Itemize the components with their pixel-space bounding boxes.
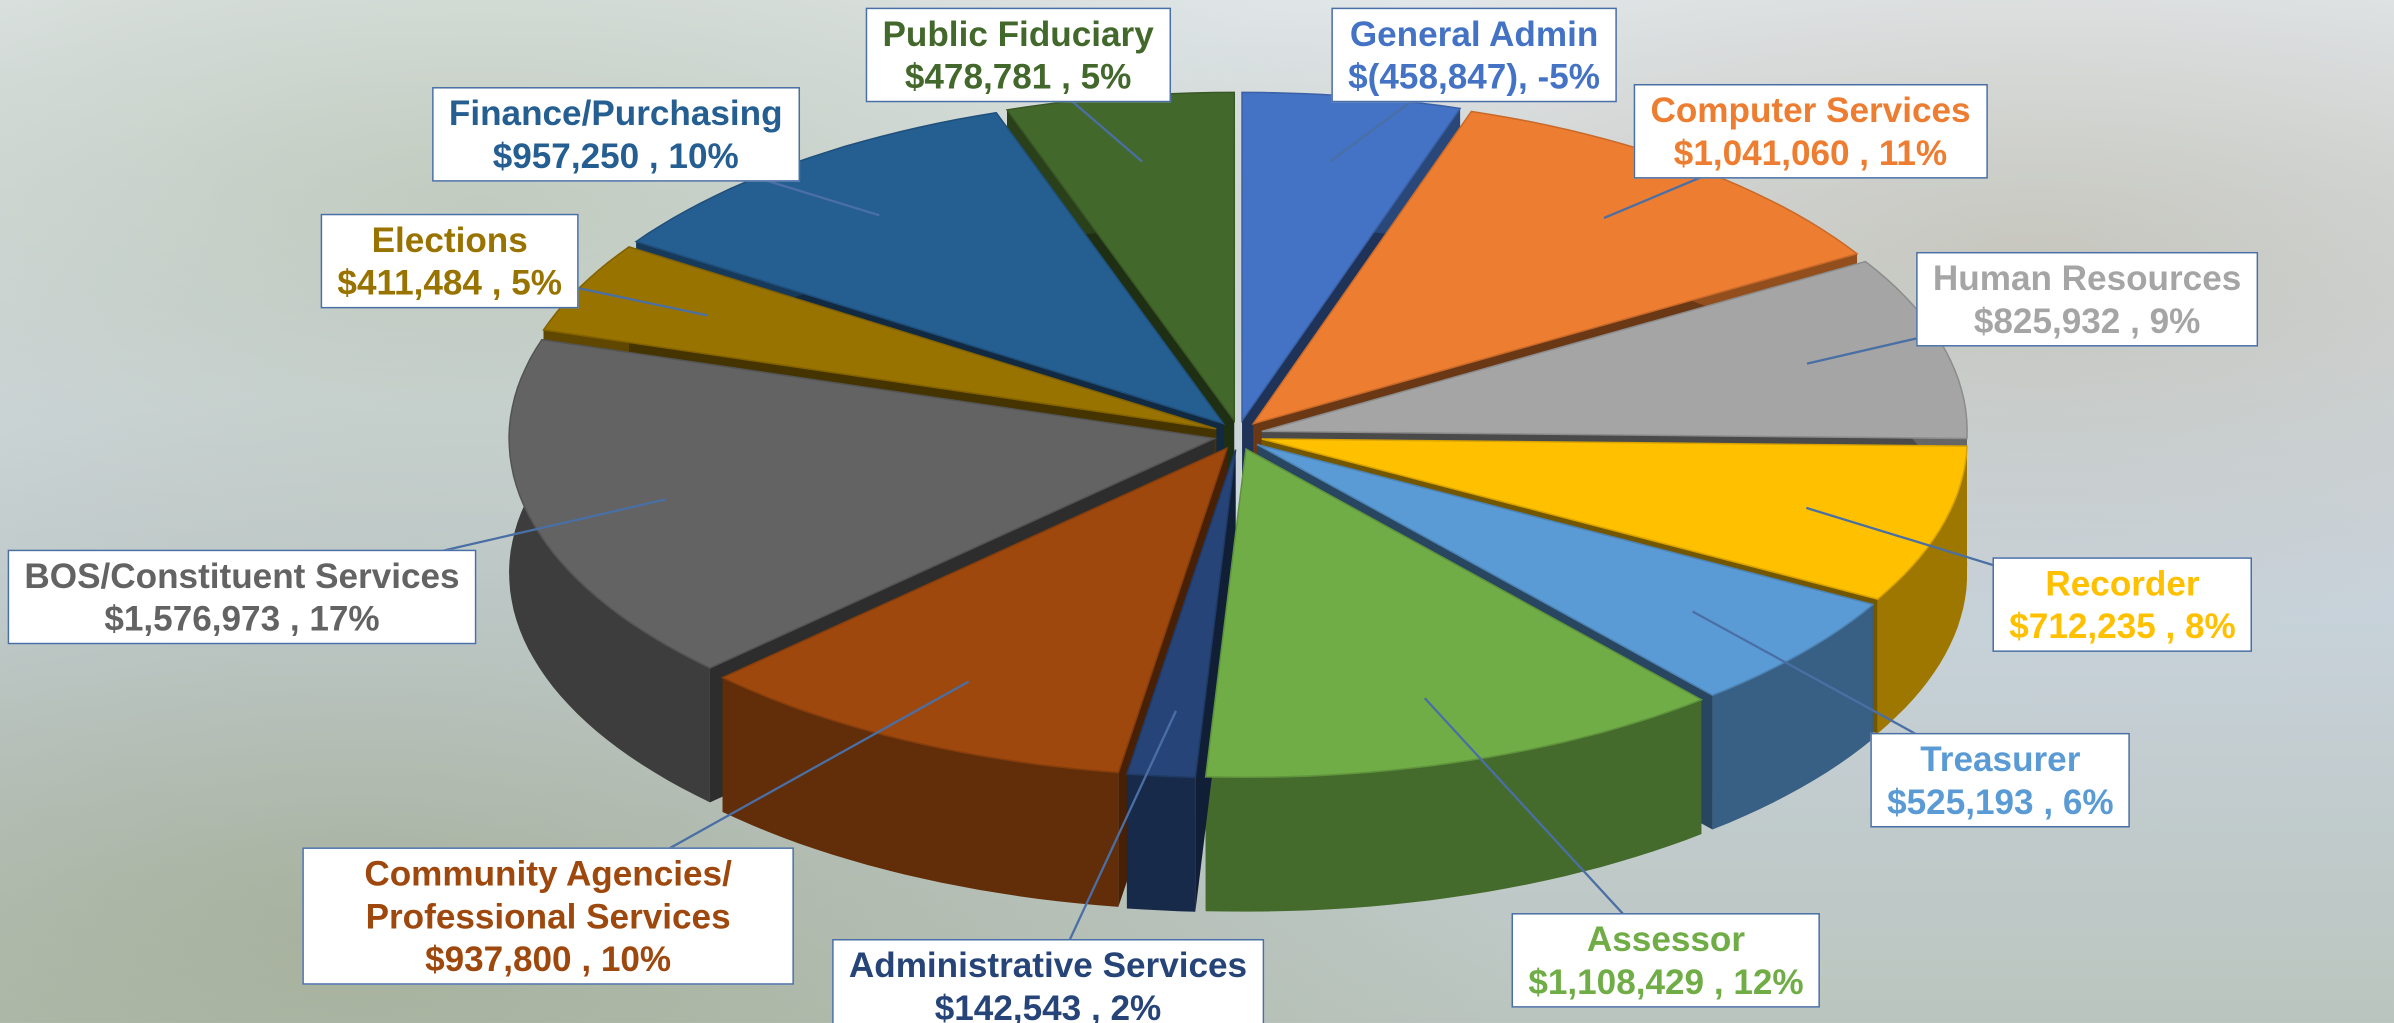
data-label: Public Fiduciary $478,781 , 5%	[865, 7, 1171, 103]
pie-slice	[1256, 443, 1875, 696]
pie-slice	[542, 246, 1217, 430]
label-category: Finance/Purchasing	[448, 93, 783, 133]
slice-wall	[1877, 446, 1967, 734]
label-value: $1,108,429 , 12%	[1528, 961, 1804, 1002]
label-category: Elections	[371, 219, 528, 260]
data-label: General Admin $(458,847), -5%	[1331, 7, 1617, 103]
label-value: $1,576,973 , 17%	[104, 598, 380, 639]
label-category: Treasurer	[1920, 738, 2081, 779]
label-value: $825,932 , 9%	[1973, 300, 2201, 341]
pie-slice	[1125, 449, 1237, 779]
label-category: Assessor	[1586, 919, 1746, 959]
data-label: Administrative Services $142,543 , 2%	[832, 938, 1264, 1023]
pie-slice	[720, 446, 1229, 774]
label-value: $(458,847), -5%	[1348, 56, 1600, 97]
data-label: Recorder $712,235 , 8%	[1992, 557, 2253, 652]
label-category: Administrative Services	[848, 945, 1248, 985]
label-category: Human Resources	[1932, 258, 2242, 298]
label-category: Computer Services	[1650, 90, 1971, 130]
data-label: Finance/Purchasing $957,250 , 10%	[432, 87, 800, 182]
label-value: $478,781 , 5%	[904, 56, 1132, 97]
label-value: $411,484 , 5%	[337, 262, 562, 303]
data-label: BOS/Constituent Services $1,576,973 , 17%	[7, 549, 477, 645]
slice-wall	[509, 339, 710, 803]
label-value: $525,193 , 6%	[1887, 781, 2114, 822]
data-label: Elections $411,484 , 5%	[320, 213, 579, 309]
label-value: $1,041,060 , 11%	[1673, 132, 1948, 173]
label-category: BOS/Constituent Services	[24, 555, 460, 596]
data-label: Community Agencies/ Professional Service…	[302, 847, 794, 985]
pie-slice	[1261, 438, 1968, 600]
label-category: Recorder	[2045, 563, 2200, 604]
data-label: Treasurer $525,193 , 6%	[1870, 732, 2131, 828]
pie-slice	[1204, 447, 1704, 779]
label-value: $712,235 , 8%	[2009, 606, 2236, 646]
label-value: $937,800 , 10%	[425, 938, 672, 979]
data-label: Computer Services $1,041,060 , 11%	[1633, 83, 1988, 179]
slice-wall	[1205, 699, 1702, 912]
label-category: Community Agencies/ Professional Service…	[364, 853, 732, 936]
label-value: $142,543 , 2%	[934, 987, 1162, 1023]
label-category: General Admin	[1349, 13, 1599, 54]
data-label: Assessor $1,108,429 , 12%	[1511, 913, 1821, 1008]
slice-wall	[1126, 774, 1196, 912]
slice-wall	[722, 677, 1119, 907]
pie-slice	[508, 338, 1218, 669]
label-category: Public Fiduciary	[882, 13, 1154, 54]
slice-wall	[1712, 604, 1873, 830]
data-label: Human Resources $825,932 , 9%	[1916, 251, 2259, 347]
label-value: $957,250 , 10%	[492, 135, 739, 176]
pie-slice	[1261, 260, 1968, 440]
